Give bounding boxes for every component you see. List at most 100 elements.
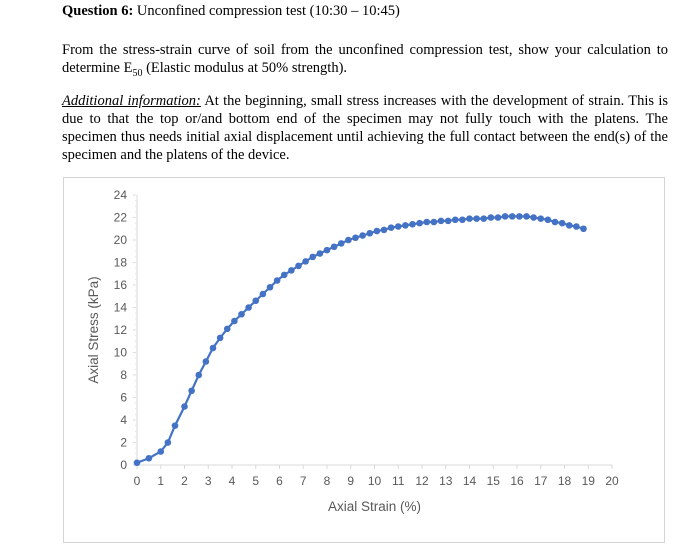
y-tick-label: 8 — [120, 368, 127, 382]
data-point — [238, 310, 245, 318]
x-tick-label: 4 — [229, 474, 236, 488]
data-point — [359, 232, 366, 239]
x-tick-label: 3 — [205, 474, 212, 488]
y-tick-label: 10 — [114, 346, 128, 360]
data-point — [373, 227, 381, 235]
x-tick-label: 2 — [181, 474, 188, 488]
data-point — [259, 290, 267, 298]
x-tick-label: 8 — [324, 474, 331, 488]
x-tick-label: 13 — [439, 474, 453, 488]
data-point — [530, 214, 537, 221]
additional-info-paragraph: Additional information: At the beginning… — [62, 92, 668, 164]
instruction-subscript: 50 — [132, 67, 143, 79]
data-point — [409, 220, 416, 228]
data-point — [380, 226, 388, 234]
data-point — [508, 213, 516, 220]
x-tick-label: 1 — [157, 474, 164, 488]
data-point — [302, 258, 309, 265]
data-point — [544, 216, 552, 224]
data-point — [558, 219, 566, 227]
data-point — [216, 334, 224, 342]
instruction-paragraph: From the stress-strain curve of soil fro… — [62, 41, 668, 83]
y-tick-label: 18 — [114, 256, 128, 270]
x-tick-labels: 0 1 2 3 4 5 6 7 8 9 10 11 12 13 14 15 16 17 18 19 20 — [134, 465, 619, 488]
question-number: Question 6: — [62, 3, 134, 19]
data-series — [133, 213, 587, 467]
additional-info-label: Additional information: — [62, 93, 201, 109]
data-point — [387, 224, 395, 231]
x-tick-label: 12 — [415, 474, 429, 488]
data-point — [157, 448, 165, 455]
series-line — [136, 215, 584, 464]
y-tick-label: 0 — [120, 458, 127, 472]
data-point — [133, 459, 141, 467]
data-point — [537, 215, 545, 222]
y-tick-label: 6 — [120, 391, 127, 405]
data-point — [437, 217, 445, 225]
y-tick-label: 4 — [120, 413, 127, 427]
data-point — [501, 213, 509, 220]
x-tick-label: 18 — [558, 474, 572, 488]
question-title: Question 6: Unconfined compression test … — [62, 3, 400, 20]
x-tick-label: 14 — [463, 474, 477, 488]
y-tick-label: 22 — [114, 211, 128, 225]
data-point — [466, 215, 473, 222]
data-point — [345, 236, 352, 244]
data-point — [330, 243, 338, 251]
data-point — [316, 250, 324, 257]
x-tick-label: 7 — [300, 474, 307, 488]
y-tick-label: 2 — [120, 436, 127, 450]
data-point — [494, 214, 502, 221]
question-topic: Unconfined compression test (10:30 – 10:… — [136, 3, 400, 19]
instruction-text: From the stress-strain curve of soil fro… — [62, 42, 668, 76]
data-point — [164, 439, 172, 446]
data-point — [473, 215, 480, 222]
stress-strain-chart: 0 2 4 6 8 10 12 14 16 18 20 22 24 0 1 2 3 4 5 6 7 8 9 10 11 12 13… — [63, 177, 665, 543]
y-tick-label: 24 — [114, 188, 128, 202]
data-point — [423, 218, 431, 226]
data-point — [444, 217, 452, 225]
data-point — [195, 371, 203, 379]
data-point — [352, 234, 359, 242]
additional-info-text: At the beginning, small stress increases… — [62, 93, 668, 163]
data-point — [266, 283, 274, 291]
y-tick-label: 14 — [114, 301, 128, 315]
y-tick-label: 12 — [114, 323, 128, 337]
x-tick-label: 0 — [134, 474, 141, 488]
x-tick-label: 9 — [347, 474, 354, 488]
data-point — [487, 214, 495, 221]
x-axis-title: Axial Strain (%) — [328, 499, 421, 514]
data-point — [516, 213, 523, 220]
y-axis-title: Axial Stress (kPa) — [86, 276, 101, 383]
data-point — [337, 240, 345, 247]
data-point — [323, 246, 331, 254]
data-point — [223, 325, 231, 333]
data-point — [181, 403, 188, 410]
x-tick-label: 20 — [605, 474, 619, 488]
x-tick-label: 17 — [534, 474, 548, 488]
data-point — [188, 387, 195, 395]
data-point — [480, 215, 488, 222]
data-point — [280, 271, 288, 279]
data-point — [309, 253, 317, 261]
y-tick-label: 16 — [114, 278, 128, 292]
data-point — [551, 218, 559, 226]
x-tick-label: 6 — [276, 474, 283, 488]
data-point — [252, 297, 260, 305]
data-point — [288, 267, 295, 274]
instruction-text-end: (Elastic modulus at 50% strength). — [142, 60, 348, 76]
data-point — [565, 222, 573, 229]
x-tick-label: 11 — [392, 474, 405, 488]
data-point — [295, 262, 302, 270]
data-point — [402, 222, 409, 229]
data-point — [430, 218, 438, 226]
chart-axes — [136, 195, 612, 466]
data-point — [451, 216, 459, 224]
data-point — [580, 225, 587, 233]
data-point — [209, 344, 217, 352]
data-point — [366, 229, 374, 237]
x-tick-label: 19 — [582, 474, 596, 488]
x-tick-label: 10 — [368, 474, 382, 488]
